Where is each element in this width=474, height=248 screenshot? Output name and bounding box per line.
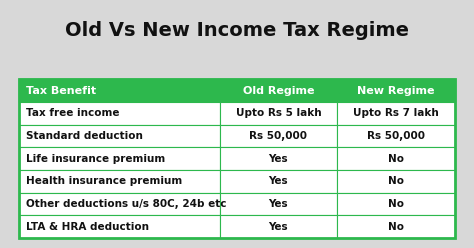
Text: Yes: Yes	[269, 154, 288, 164]
Text: Upto Rs 5 lakh: Upto Rs 5 lakh	[236, 108, 321, 118]
Text: No: No	[388, 222, 404, 232]
Text: Health insurance premium: Health insurance premium	[26, 176, 182, 186]
Text: No: No	[388, 154, 404, 164]
Text: Yes: Yes	[269, 222, 288, 232]
Text: Other deductions u/s 80C, 24b etc: Other deductions u/s 80C, 24b etc	[26, 199, 227, 209]
Text: Old Regime: Old Regime	[243, 86, 314, 96]
Text: New Regime: New Regime	[357, 86, 435, 96]
Text: Rs 50,000: Rs 50,000	[249, 131, 308, 141]
Text: LTA & HRA deduction: LTA & HRA deduction	[26, 222, 149, 232]
Text: No: No	[388, 199, 404, 209]
Text: Life insurance premium: Life insurance premium	[26, 154, 165, 164]
Text: Standard deduction: Standard deduction	[26, 131, 143, 141]
Text: Yes: Yes	[269, 199, 288, 209]
Text: Tax free income: Tax free income	[26, 108, 119, 118]
Text: No: No	[388, 176, 404, 186]
Text: Old Vs New Income Tax Regime: Old Vs New Income Tax Regime	[65, 22, 409, 40]
Text: Rs 50,000: Rs 50,000	[367, 131, 425, 141]
Text: Yes: Yes	[269, 176, 288, 186]
Text: Upto Rs 7 lakh: Upto Rs 7 lakh	[353, 108, 439, 118]
Text: Tax Benefit: Tax Benefit	[26, 86, 96, 96]
